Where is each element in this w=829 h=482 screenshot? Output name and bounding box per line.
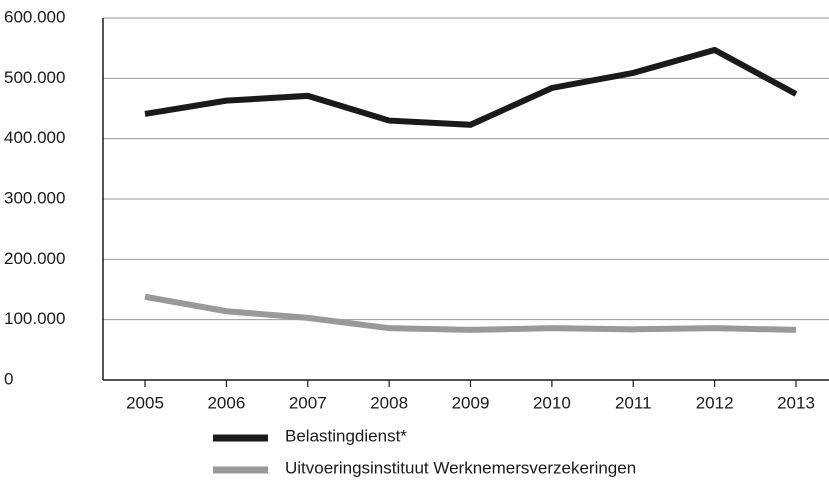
y-tick-label: 0 (4, 369, 13, 388)
x-tick-label: 2006 (207, 393, 245, 412)
x-tick-label: 2013 (777, 393, 815, 412)
y-tick-label: 500.000 (4, 68, 65, 87)
legend-label: Belastingdienst* (285, 426, 407, 445)
y-tick-label: 600.000 (4, 7, 65, 26)
x-tick-label: 2007 (289, 393, 327, 412)
series-line (144, 293, 797, 333)
y-tick-label: 100.000 (4, 309, 65, 328)
y-tick-label: 400.000 (4, 128, 65, 147)
x-tick-label: 2009 (452, 393, 490, 412)
legend-label: Uitvoeringsinstituut Werknemersverzekeri… (285, 458, 636, 477)
series-line (144, 46, 798, 128)
x-tick-label: 2012 (696, 393, 734, 412)
x-tick-label: 2010 (533, 393, 571, 412)
x-tick-label: 2011 (615, 393, 652, 412)
y-tick-label: 300.000 (4, 188, 65, 207)
x-tick-label: 2008 (370, 393, 408, 412)
x-tick-label: 2005 (126, 393, 164, 412)
y-tick-label: 200.000 (4, 249, 65, 268)
